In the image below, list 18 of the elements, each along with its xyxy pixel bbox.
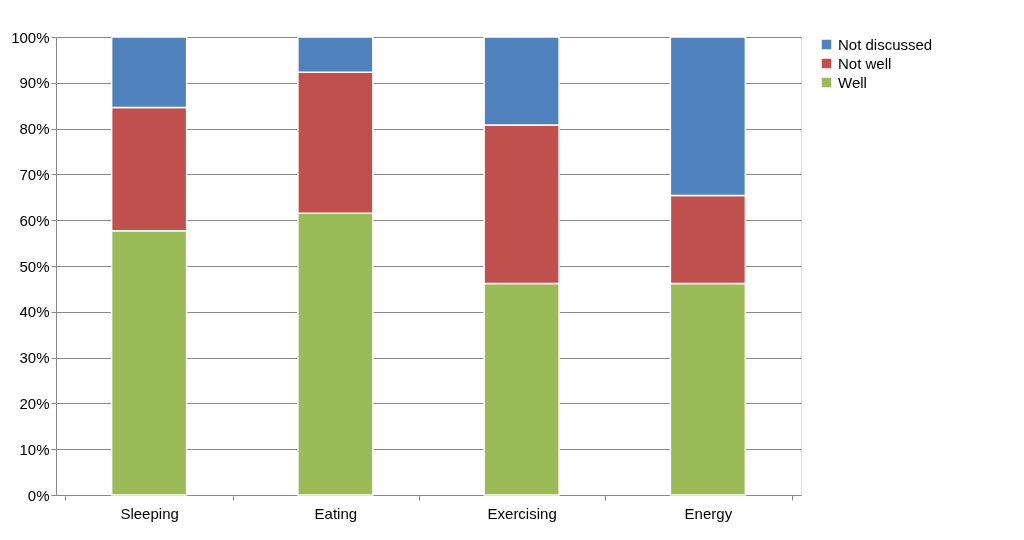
y-tick-label: 100% [11,28,50,46]
legend-label: Well [838,73,867,91]
x-tick-label: Eating [314,504,358,522]
y-tick-label: 90% [19,74,50,92]
x-tick-label: Energy [684,504,733,522]
y-tick-label: 70% [19,165,50,183]
y-tick-label: 40% [19,303,50,321]
x-tick-label: Sleeping [120,504,179,522]
x-tick-label: Exercising [487,504,557,522]
legend-label: Not discussed [838,35,933,53]
y-tick-label: 20% [19,394,50,412]
legend-label: Not well [838,54,892,72]
y-tick-label: 60% [19,211,50,229]
y-tick-label: 30% [19,349,50,367]
y-tick-label: 10% [19,440,50,458]
y-tick-label: 50% [19,257,50,275]
y-tick-label: 0% [27,486,50,504]
y-tick-label: 80% [19,120,50,138]
